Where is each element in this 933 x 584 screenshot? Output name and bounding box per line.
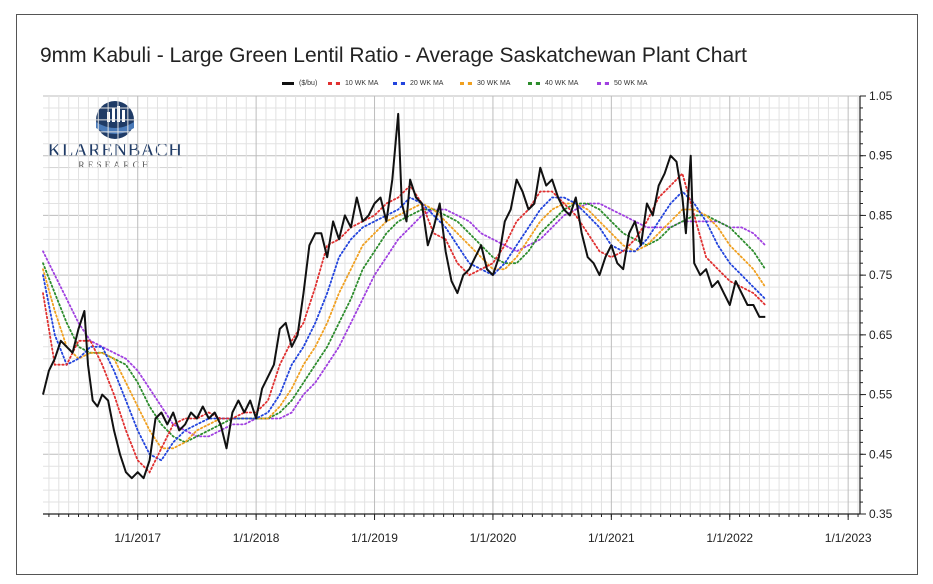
y-tick-label: 0.55 bbox=[869, 388, 893, 402]
y-tick-label: 0.95 bbox=[869, 149, 893, 163]
legend-item: 10 WK MA bbox=[328, 80, 378, 87]
y-tick-label: 0.85 bbox=[869, 208, 893, 222]
legend-item: 40 WK MA bbox=[528, 80, 578, 87]
legend-label: 40 WK MA bbox=[545, 80, 579, 87]
legend-swatch bbox=[528, 82, 540, 85]
y-tick-label: 0.35 bbox=[869, 507, 893, 521]
x-tick-label: 1/1/2019 bbox=[351, 531, 398, 545]
ma-10-wk-line bbox=[42, 171, 767, 474]
legend-item: ($/bu) bbox=[282, 80, 317, 87]
price-series-line bbox=[42, 112, 766, 480]
legend-label: ($/bu) bbox=[299, 80, 318, 87]
y-tick-label: 0.75 bbox=[869, 268, 893, 282]
legend-item: 30 WK MA bbox=[460, 80, 510, 87]
legend-swatch bbox=[393, 82, 405, 85]
legend-swatch bbox=[328, 82, 340, 85]
chart-legend: ($/bu) 10 WK MA 20 WK MA 30 WK MA 40 WK MA 50… bbox=[0, 80, 933, 92]
x-tick-label: 1/1/2023 bbox=[825, 531, 872, 545]
legend-swatch bbox=[460, 82, 472, 85]
y-tick-label: 0.65 bbox=[869, 328, 893, 342]
legend-swatch bbox=[282, 82, 294, 85]
ma-50-wk-line bbox=[42, 202, 767, 438]
x-tick-label: 1/1/2020 bbox=[470, 531, 517, 545]
ma-40-wk-line bbox=[42, 202, 767, 444]
legend-item: 20 WK MA bbox=[393, 80, 443, 87]
logo-sub: RESEARCH bbox=[78, 161, 152, 171]
legend-label: 10 WK MA bbox=[345, 80, 379, 87]
chart-title: 9mm Kabuli - Large Green Lentil Ratio - … bbox=[40, 44, 747, 67]
legend-label: 30 WK MA bbox=[477, 80, 511, 87]
x-tick-label: 1/1/2021 bbox=[588, 531, 635, 545]
x-tick-label: 1/1/2022 bbox=[706, 531, 753, 545]
y-tick-label: 0.45 bbox=[869, 447, 893, 461]
ma-20-wk-line bbox=[42, 190, 767, 462]
x-tick-label: 1/1/2018 bbox=[233, 531, 280, 545]
x-tick-label: 1/1/2017 bbox=[114, 531, 161, 545]
legend-swatch bbox=[597, 82, 609, 85]
y-tick-label: 1.05 bbox=[869, 89, 893, 103]
legend-label: 50 WK MA bbox=[614, 80, 648, 87]
legend-label: 20 WK MA bbox=[410, 80, 444, 87]
legend-item: 50 WK MA bbox=[597, 80, 647, 87]
